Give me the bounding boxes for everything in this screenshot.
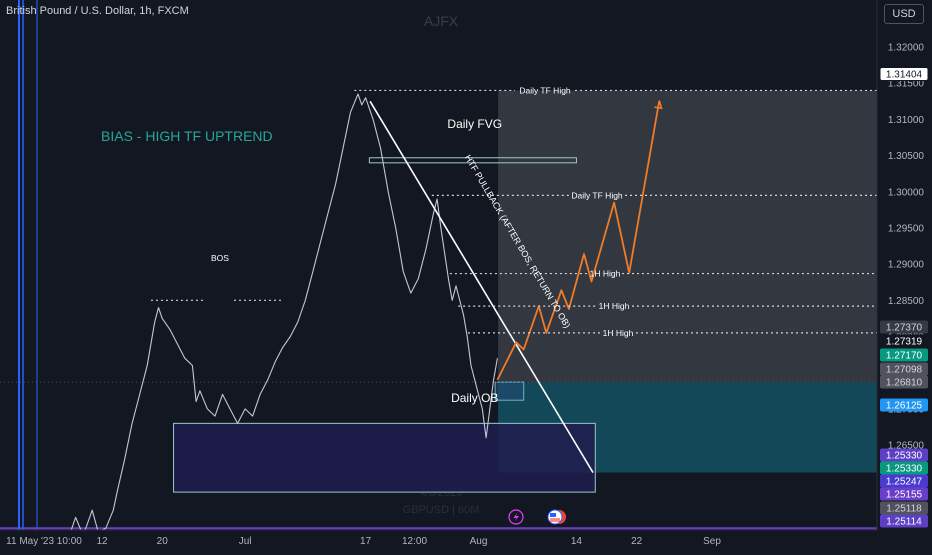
daily-ob-label: Daily OB: [451, 391, 498, 405]
time-axis-panel[interactable]: [0, 530, 877, 550]
bos-label: BOS: [211, 253, 229, 263]
price-tag-value: 1.26810: [886, 378, 923, 389]
price-tag-bg: [880, 514, 928, 528]
price-tag-value: 1.27098: [886, 365, 923, 376]
price-tag-bg: [880, 334, 928, 348]
daily-fvg-label: Daily FVG: [447, 117, 502, 131]
price-tag-6[interactable]: 1.26125: [880, 398, 928, 412]
small-ob-zone: [494, 381, 525, 401]
projection-arrowhead: [654, 100, 663, 110]
price-tag-0[interactable]: 1.31404: [879, 67, 929, 81]
daily-tf-high-label-1: Daily TF High: [519, 85, 571, 95]
price-tag-bg: [880, 448, 928, 462]
y-tick-label-3: 1.30500: [888, 151, 925, 162]
price-tag-bg: [880, 375, 928, 389]
price-tag-9[interactable]: 1.25247: [880, 474, 928, 488]
price-tag-bg: [880, 320, 928, 334]
price-tag-value: 1.25114: [886, 517, 922, 528]
pullback-diagonal: [369, 100, 594, 473]
one-h-high-label-1: 1H High: [590, 269, 621, 279]
price-line: [67, 93, 498, 540]
level-lines-layer: [150, 89, 877, 334]
price-tag-3[interactable]: 1.27170: [880, 348, 928, 362]
y-tick-label-5: 1.29500: [888, 223, 925, 234]
price-tag-value: 1.31404: [886, 70, 923, 81]
price-tag-value: 1.25155: [886, 490, 923, 501]
price-tag-value: 1.26125: [886, 401, 923, 412]
price-tag-value: 1.25330: [886, 451, 923, 462]
price-tag-11[interactable]: 1.25118: [880, 501, 928, 515]
y-tick-label-2: 1.31000: [888, 115, 925, 126]
x-tick-label-7: 14: [571, 536, 583, 547]
x-tick-label-4: 17: [360, 536, 372, 547]
one-h-high-label-2: 1H High: [599, 301, 630, 311]
price-tag-bg: [880, 348, 928, 362]
price-tag-7[interactable]: 1.25330: [880, 448, 928, 462]
price-tag-bg: [880, 487, 928, 501]
daily-fvg-zone: [368, 157, 577, 164]
projection-line: [496, 100, 661, 381]
price-tag-value: 1.27370: [886, 323, 923, 334]
symbol-title[interactable]: British Pound / U.S. Dollar, 1h, FXCM: [6, 5, 189, 17]
bias-label: BIAS - HIGH TF UPTREND: [101, 128, 273, 144]
x-tick-label-8: 22: [631, 536, 643, 547]
x-tick-label-3: Jul: [239, 536, 252, 547]
zones-layer: [173, 90, 877, 493]
price-tag-value: 1.25330: [886, 464, 923, 475]
y-tick-label-0: 1.32000: [888, 43, 925, 54]
daily-ob-zone: [173, 422, 596, 493]
projection-layer: [369, 100, 663, 473]
watermark-symbol: GBPUSD | 60M: [403, 504, 480, 516]
x-axis-ticks: 11 May '23 10:00 12 20 Jul 17 12:00 Aug 14 22 Sep: [6, 536, 721, 547]
x-tick-label-5: 12:00: [402, 536, 427, 547]
price-tag-bg: [880, 362, 928, 376]
watermark-top: AJFX: [424, 13, 459, 29]
x-tick-label-6: Aug: [470, 536, 488, 547]
y-tick-label-1: 1.31500: [888, 79, 925, 90]
lightning-event-icon[interactable]: [508, 509, 524, 525]
target-zone: [498, 90, 877, 383]
x-tick-label-9: Sep: [703, 536, 721, 547]
one-h-high-label-3: 1H High: [603, 328, 634, 338]
price-tag-4[interactable]: 1.27098: [880, 362, 928, 376]
price-tags: 1.31404 1.27370 1.27319 1.27170 1.27098 1.268…: [879, 67, 929, 528]
flags-event-icon[interactable]: [547, 509, 566, 525]
x-tick-label-1: 12: [96, 536, 108, 547]
price-tag-1[interactable]: 1.27370: [880, 320, 928, 334]
y-tick-label-11: 1.26500: [888, 441, 925, 452]
x-tick-label-2: 20: [157, 536, 169, 547]
price-tag-bg: [880, 398, 928, 412]
price-tag-12[interactable]: 1.25114: [880, 514, 928, 528]
price-tag-2[interactable]: 1.27319: [880, 334, 928, 348]
price-tag-bg: [880, 501, 928, 515]
price-tag-5[interactable]: 1.26810: [880, 375, 928, 389]
y-tick-label-4: 1.30000: [888, 187, 925, 198]
daily-tf-high-label-2: Daily TF High: [571, 190, 623, 200]
price-tag-bg: [880, 461, 928, 475]
price-tag-value: 1.27319: [886, 337, 923, 348]
vertical-lines-layer: [18, 0, 38, 530]
price-tag-value: 1.27170: [886, 351, 923, 362]
y-tick-label-7: 1.28500: [888, 296, 925, 307]
price-layer: [67, 93, 498, 540]
price-tag-8[interactable]: 1.25330: [880, 461, 928, 475]
price-tag-10[interactable]: 1.25155: [880, 487, 928, 501]
price-tag-bg: [879, 67, 929, 81]
price-tag-value: 1.25247: [886, 477, 923, 488]
currency-button[interactable]: USD: [884, 4, 924, 24]
x-tick-label-0: 11 May '23 10:00: [6, 536, 82, 547]
price-tag-value: 1.25118: [886, 504, 922, 515]
y-tick-label-6: 1.29000: [888, 260, 925, 271]
price-tag-bg: [880, 474, 928, 488]
